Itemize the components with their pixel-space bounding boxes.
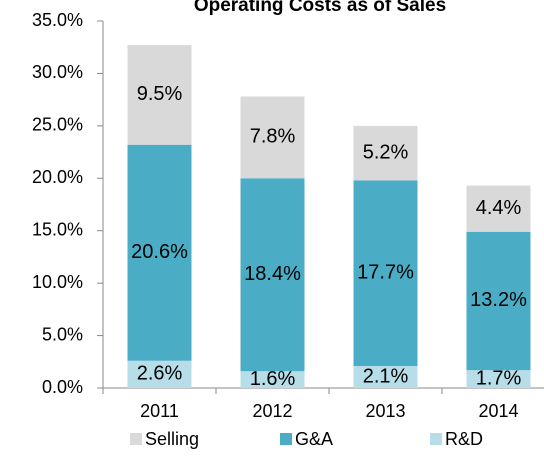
y-tick-label: 15.0% [32, 219, 83, 239]
bar-segment [353, 180, 418, 366]
x-tick-label: 2012 [252, 401, 292, 421]
bar-segment [240, 178, 305, 372]
x-tick-label: 2014 [478, 401, 518, 421]
legend-label: Selling [145, 429, 199, 449]
y-tick-label: 30.0% [32, 62, 83, 82]
bar-segment [353, 365, 418, 388]
data-label: 5.2% [363, 141, 409, 163]
y-tick-label: 35.0% [32, 10, 83, 30]
bar-segment [240, 371, 305, 388]
bar-segment [127, 45, 192, 145]
bar-segment [466, 231, 531, 371]
bar-segment [353, 125, 418, 181]
x-tick-label: 2011 [140, 401, 179, 421]
data-label: 4.4% [476, 197, 522, 219]
legend-swatch [430, 433, 442, 445]
legend-label: R&D [445, 429, 483, 449]
data-label: 9.5% [137, 83, 183, 105]
data-label: 1.6% [250, 368, 296, 390]
bar-segment [127, 360, 192, 388]
y-tick-label: 10.0% [32, 272, 83, 292]
bar-segment [240, 96, 305, 179]
bar-segment [127, 144, 192, 361]
data-label: 18.4% [244, 263, 301, 285]
y-tick-label: 25.0% [32, 115, 83, 135]
data-label: 2.6% [137, 363, 183, 385]
x-tick-label: 2013 [365, 401, 405, 421]
y-tick-label: 20.0% [32, 167, 83, 187]
data-label: 20.6% [131, 241, 188, 263]
chart-title: Operating Costs as of Sales [194, 0, 446, 16]
legend-swatch [130, 433, 142, 445]
data-label: 7.8% [250, 126, 296, 148]
data-label: 2.1% [363, 365, 409, 387]
bar-segment [466, 185, 531, 232]
bar-segment [466, 370, 531, 388]
data-label: 13.2% [470, 289, 527, 311]
y-tick-label: 5.0% [42, 324, 83, 344]
data-label: 17.7% [357, 261, 414, 283]
y-tick-label: 0.0% [42, 377, 83, 397]
legend-swatch [280, 433, 292, 445]
data-label: 1.7% [476, 367, 522, 389]
legend-label: G&A [295, 429, 333, 449]
